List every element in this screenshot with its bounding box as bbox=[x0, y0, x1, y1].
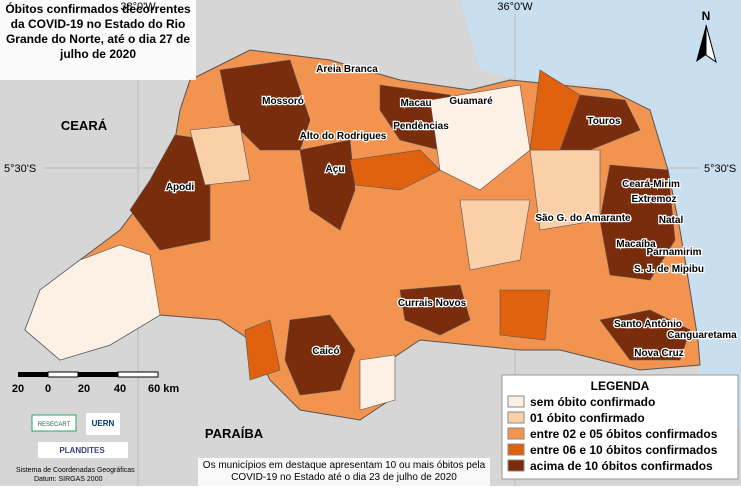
municipality-label: Macaíba bbox=[616, 239, 656, 250]
municipality-label: Natal bbox=[659, 215, 684, 226]
graticule-label: 5°30'S bbox=[704, 163, 736, 175]
legend-box bbox=[501, 374, 739, 480]
legend-title: LEGENDA bbox=[591, 379, 650, 393]
legend-swatch bbox=[507, 459, 525, 472]
graticule-label: 36°0'W bbox=[497, 1, 533, 13]
graticule-label: 5°30'S bbox=[4, 163, 36, 175]
note-wrap: Os municípios em destaque apresentam 10 … bbox=[202, 460, 486, 483]
title-wrap: Óbitos confirmados decorrentes da COVID-… bbox=[5, 2, 191, 61]
scale-label: 20 bbox=[78, 383, 90, 395]
legend-swatch bbox=[507, 411, 525, 424]
footer-text: Sistema de Coordenadas Geográficas bbox=[16, 467, 135, 474]
legend-swatch bbox=[507, 427, 525, 440]
municipality-label: Canguaretama bbox=[667, 330, 737, 341]
municipality-label: Touros bbox=[587, 116, 621, 127]
note-box bbox=[198, 458, 490, 486]
logo-text: RESECART bbox=[38, 422, 71, 428]
graticule-label: 38°0'W bbox=[120, 1, 156, 13]
legend-label: sem óbito confirmado bbox=[530, 395, 655, 409]
scale-label: 40 bbox=[114, 383, 126, 395]
legend-label: entre 02 e 05 óbitos confirmados bbox=[530, 427, 718, 441]
title: Óbitos confirmados decorrentes da COVID-… bbox=[5, 2, 191, 61]
footer-text: Datum: SIRGAS 2000 bbox=[34, 476, 103, 483]
municipality-label: São G. do Amarante bbox=[535, 213, 631, 224]
municipality-label: Apodi bbox=[166, 182, 195, 193]
municipality-label: Caicó bbox=[312, 346, 339, 357]
scale-label: 0 bbox=[45, 383, 51, 395]
legend-swatch bbox=[507, 443, 525, 456]
legend: sem óbito confirmado 01 óbito confirmado e… bbox=[507, 395, 718, 473]
legend-label: entre 06 e 10 óbitos confirmados bbox=[530, 443, 718, 457]
municipality-label: Guamaré bbox=[449, 96, 493, 107]
north-arrow: N bbox=[696, 9, 717, 64]
scale-label: 20 bbox=[12, 383, 24, 395]
municipality-label: Macau bbox=[400, 98, 431, 109]
municipality-label: Parnamirim bbox=[646, 247, 701, 258]
logos: RESECART UERN PLANDITES bbox=[31, 413, 128, 458]
logo-text: UERN bbox=[92, 419, 115, 428]
municipality-label: S. J. de Mipibu bbox=[634, 264, 704, 275]
municipality-label: Currais Novos bbox=[398, 298, 467, 309]
logo-text: PLANDITES bbox=[59, 446, 105, 455]
neighbor-label: PARAÍBA bbox=[205, 426, 264, 441]
north-label: N bbox=[702, 9, 711, 23]
municipality-labels: Areia Branca Mossoró Macau Guamaré Pendência… bbox=[165, 63, 739, 361]
municipality-label: Ceará-Mirim bbox=[622, 179, 680, 190]
municipality-label: Extremoz bbox=[631, 194, 676, 205]
municipality-label: Alto do Rodrigues bbox=[300, 131, 387, 142]
municipality-fills bbox=[24, 59, 691, 411]
municipality-label: Areia Branca bbox=[316, 64, 378, 75]
municipality-label: Açu bbox=[326, 164, 345, 175]
sea bbox=[430, 0, 741, 430]
legend-label: 01 óbito confirmado bbox=[530, 411, 645, 425]
municipality-label: Pendências bbox=[393, 121, 449, 132]
scale-label: 60 km bbox=[148, 383, 179, 395]
legend-label: acima de 10 óbitos confirmados bbox=[530, 459, 713, 473]
scale-bar: 20 0 20 40 60 km bbox=[12, 371, 179, 395]
municipality-label: Nova Cruz bbox=[634, 348, 683, 359]
title-box bbox=[0, 0, 196, 80]
note: Os municípios em destaque apresentam 10 … bbox=[202, 460, 486, 483]
neighbor-label: CEARÁ bbox=[61, 118, 108, 133]
municipality-label: Mossoró bbox=[262, 96, 304, 107]
legend-swatch bbox=[507, 395, 525, 408]
municipality-label: Santo Antônio bbox=[614, 319, 682, 330]
